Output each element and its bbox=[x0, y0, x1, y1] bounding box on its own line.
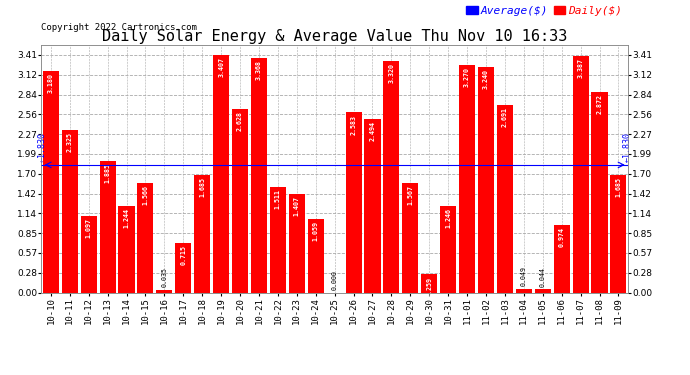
Text: 0.715: 0.715 bbox=[180, 245, 186, 265]
Text: 0.044: 0.044 bbox=[540, 267, 546, 286]
Text: 1.244: 1.244 bbox=[124, 208, 130, 228]
Bar bbox=[289, 194, 305, 292]
Bar bbox=[81, 216, 97, 292]
Bar bbox=[194, 175, 210, 292]
Text: 1.246: 1.246 bbox=[445, 208, 451, 228]
Text: Copyright 2022 Cartronics.com: Copyright 2022 Cartronics.com bbox=[41, 23, 197, 32]
Text: 0.035: 0.035 bbox=[161, 267, 168, 287]
Text: 3.180: 3.180 bbox=[48, 73, 54, 93]
Bar bbox=[573, 56, 589, 292]
Text: 3.387: 3.387 bbox=[578, 58, 584, 78]
Bar bbox=[99, 161, 116, 292]
Text: 2.628: 2.628 bbox=[237, 111, 243, 131]
Text: 0.049: 0.049 bbox=[521, 266, 527, 286]
Bar bbox=[43, 71, 59, 292]
Text: 1.685: 1.685 bbox=[615, 177, 622, 197]
Text: 2.872: 2.872 bbox=[597, 94, 602, 114]
Text: 0.000: 0.000 bbox=[332, 270, 337, 290]
Text: 3.270: 3.270 bbox=[464, 67, 470, 87]
Bar bbox=[251, 58, 267, 292]
Bar bbox=[611, 175, 627, 292]
Text: ←1.830: ←1.830 bbox=[622, 132, 631, 162]
Bar bbox=[535, 290, 551, 292]
Bar bbox=[402, 183, 418, 292]
Bar bbox=[497, 105, 513, 292]
Bar bbox=[270, 187, 286, 292]
Bar bbox=[119, 206, 135, 292]
Title: Daily Solar Energy & Average Value Thu Nov 10 16:33: Daily Solar Energy & Average Value Thu N… bbox=[102, 29, 567, 44]
Text: 2.494: 2.494 bbox=[369, 121, 375, 141]
Bar bbox=[346, 112, 362, 292]
Text: 2.691: 2.691 bbox=[502, 107, 508, 127]
Text: 1.885: 1.885 bbox=[105, 163, 110, 183]
Bar bbox=[61, 130, 78, 292]
Text: 1.407: 1.407 bbox=[294, 196, 300, 216]
Text: 1.685: 1.685 bbox=[199, 177, 205, 197]
Bar bbox=[553, 225, 570, 292]
Bar bbox=[232, 109, 248, 292]
Text: 3.407: 3.407 bbox=[218, 57, 224, 77]
Text: 0.974: 0.974 bbox=[559, 226, 564, 247]
Bar bbox=[137, 183, 153, 292]
Bar bbox=[175, 243, 191, 292]
Bar bbox=[364, 118, 380, 292]
Text: 3.240: 3.240 bbox=[483, 69, 489, 89]
Text: 1.097: 1.097 bbox=[86, 218, 92, 238]
Text: 2.583: 2.583 bbox=[351, 114, 357, 135]
Text: 1.566: 1.566 bbox=[142, 185, 148, 206]
Bar bbox=[591, 92, 608, 292]
Bar bbox=[157, 290, 172, 292]
Bar bbox=[459, 64, 475, 292]
Text: 3.320: 3.320 bbox=[388, 63, 395, 83]
Bar bbox=[440, 206, 456, 292]
Text: 1.059: 1.059 bbox=[313, 221, 319, 241]
Text: 1.511: 1.511 bbox=[275, 189, 281, 209]
Text: 0.259: 0.259 bbox=[426, 276, 432, 297]
Bar bbox=[308, 219, 324, 292]
Text: ←1.830: ←1.830 bbox=[38, 132, 47, 162]
Bar bbox=[421, 274, 437, 292]
Text: 2.325: 2.325 bbox=[67, 132, 72, 153]
Bar bbox=[213, 55, 229, 292]
Text: 3.368: 3.368 bbox=[256, 60, 262, 80]
Text: 1.567: 1.567 bbox=[407, 185, 413, 206]
Bar bbox=[478, 67, 494, 292]
Bar bbox=[516, 289, 532, 292]
Bar bbox=[384, 61, 400, 292]
Legend: Average($), Daily($): Average($), Daily($) bbox=[466, 6, 622, 16]
